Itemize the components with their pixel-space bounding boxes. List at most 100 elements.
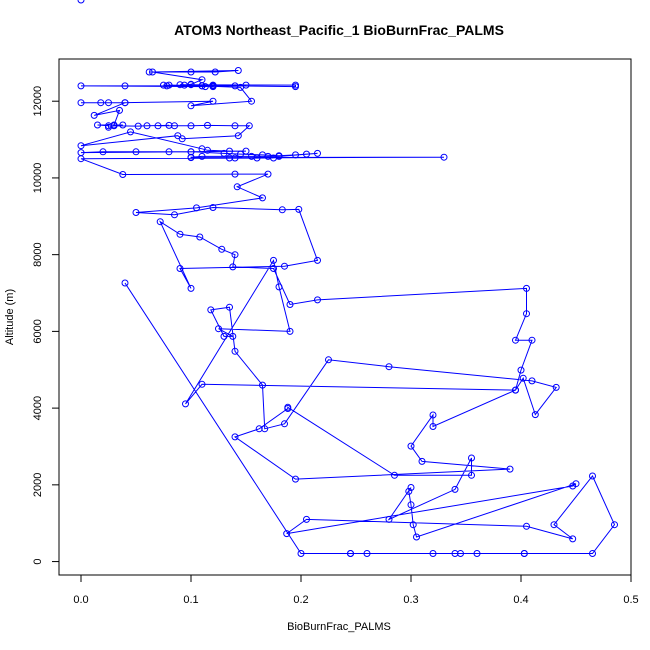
data-point <box>528 377 536 385</box>
data-point <box>517 366 525 374</box>
data-point <box>121 82 129 90</box>
data-point <box>275 283 283 291</box>
data-point <box>283 530 291 538</box>
data-point <box>506 465 514 473</box>
data-point <box>180 81 188 89</box>
data-point <box>270 265 277 272</box>
plot-area <box>77 0 618 557</box>
data-point <box>132 148 140 156</box>
data-point <box>209 82 217 89</box>
data-point <box>176 230 184 238</box>
x-tick-label: 0.5 <box>623 594 638 606</box>
data-point <box>77 142 85 150</box>
data-point <box>187 122 195 130</box>
x-tick-label: 0.0 <box>73 594 88 606</box>
y-tick-label: 0 <box>32 559 44 565</box>
data-point <box>201 83 209 91</box>
data-point <box>234 132 242 140</box>
data-point <box>405 487 413 495</box>
data-point <box>531 411 539 419</box>
data-point <box>94 121 101 129</box>
data-point <box>149 68 156 76</box>
data-point <box>171 122 178 130</box>
data-point <box>116 106 123 114</box>
data-point <box>156 218 164 226</box>
data-point <box>99 148 107 156</box>
data-point <box>552 383 560 391</box>
data-point <box>231 154 239 162</box>
data-point <box>363 550 371 557</box>
data-point <box>160 81 167 89</box>
x-axis: 0.0 0.1 0.2 0.3 0.4 0.5 <box>73 574 639 606</box>
data-point <box>281 420 288 428</box>
data-point <box>77 155 85 163</box>
data-point <box>248 97 255 105</box>
data-point <box>295 205 303 213</box>
data-point <box>325 356 332 364</box>
data-point <box>127 128 134 136</box>
data-point <box>121 279 129 287</box>
data-point <box>611 521 618 529</box>
data-point <box>132 209 140 216</box>
x-tick-label: 0.2 <box>293 594 308 606</box>
data-point <box>259 194 266 202</box>
data-point <box>220 332 228 340</box>
data-point <box>90 111 98 119</box>
data-point <box>413 533 420 541</box>
y-tick-label: 10000 <box>32 163 44 194</box>
data-point <box>234 67 242 74</box>
data-point <box>209 204 217 211</box>
data-point <box>207 306 215 314</box>
data-point <box>409 521 417 529</box>
y-tick-label: 4000 <box>32 396 44 420</box>
x-axis-label: BioBurnFrac_PALMS <box>287 621 391 633</box>
data-point <box>451 485 459 493</box>
data-point <box>255 425 263 433</box>
data-point <box>97 99 105 107</box>
data-point <box>204 146 211 154</box>
data-point <box>231 170 239 178</box>
data-point <box>218 245 226 253</box>
data-point <box>242 147 250 155</box>
data-point <box>198 152 206 160</box>
data-point <box>523 284 530 292</box>
data-point <box>303 515 310 523</box>
data-point <box>171 211 178 219</box>
data-point <box>187 68 195 76</box>
data-point <box>134 122 142 130</box>
data-point <box>314 296 321 304</box>
data-point <box>198 82 206 90</box>
data-point <box>512 336 519 344</box>
data-point <box>77 99 85 107</box>
data-point <box>468 471 475 479</box>
data-point <box>226 303 233 311</box>
data-point <box>231 251 239 259</box>
data-point <box>286 301 294 308</box>
data-point <box>569 535 577 543</box>
data-point <box>292 475 299 483</box>
data-point <box>182 400 189 408</box>
data-point <box>231 347 239 355</box>
data-point <box>187 284 195 292</box>
data-point <box>187 81 195 89</box>
data-point <box>77 0 85 4</box>
data-point <box>528 336 536 344</box>
data-point <box>512 386 519 394</box>
y-tick-label: 6000 <box>32 319 44 343</box>
data-point <box>297 550 305 557</box>
data-point <box>174 132 182 140</box>
data-point <box>264 170 272 178</box>
data-point <box>231 433 239 441</box>
data-point <box>229 332 237 340</box>
data-point <box>569 482 577 490</box>
data-point <box>407 442 415 450</box>
data-point <box>231 122 239 130</box>
data-point <box>121 99 129 107</box>
data-point <box>468 454 475 462</box>
x-tick-label: 0.3 <box>403 594 418 606</box>
data-point <box>119 121 127 129</box>
data-point <box>187 154 195 162</box>
data-point <box>407 501 415 509</box>
